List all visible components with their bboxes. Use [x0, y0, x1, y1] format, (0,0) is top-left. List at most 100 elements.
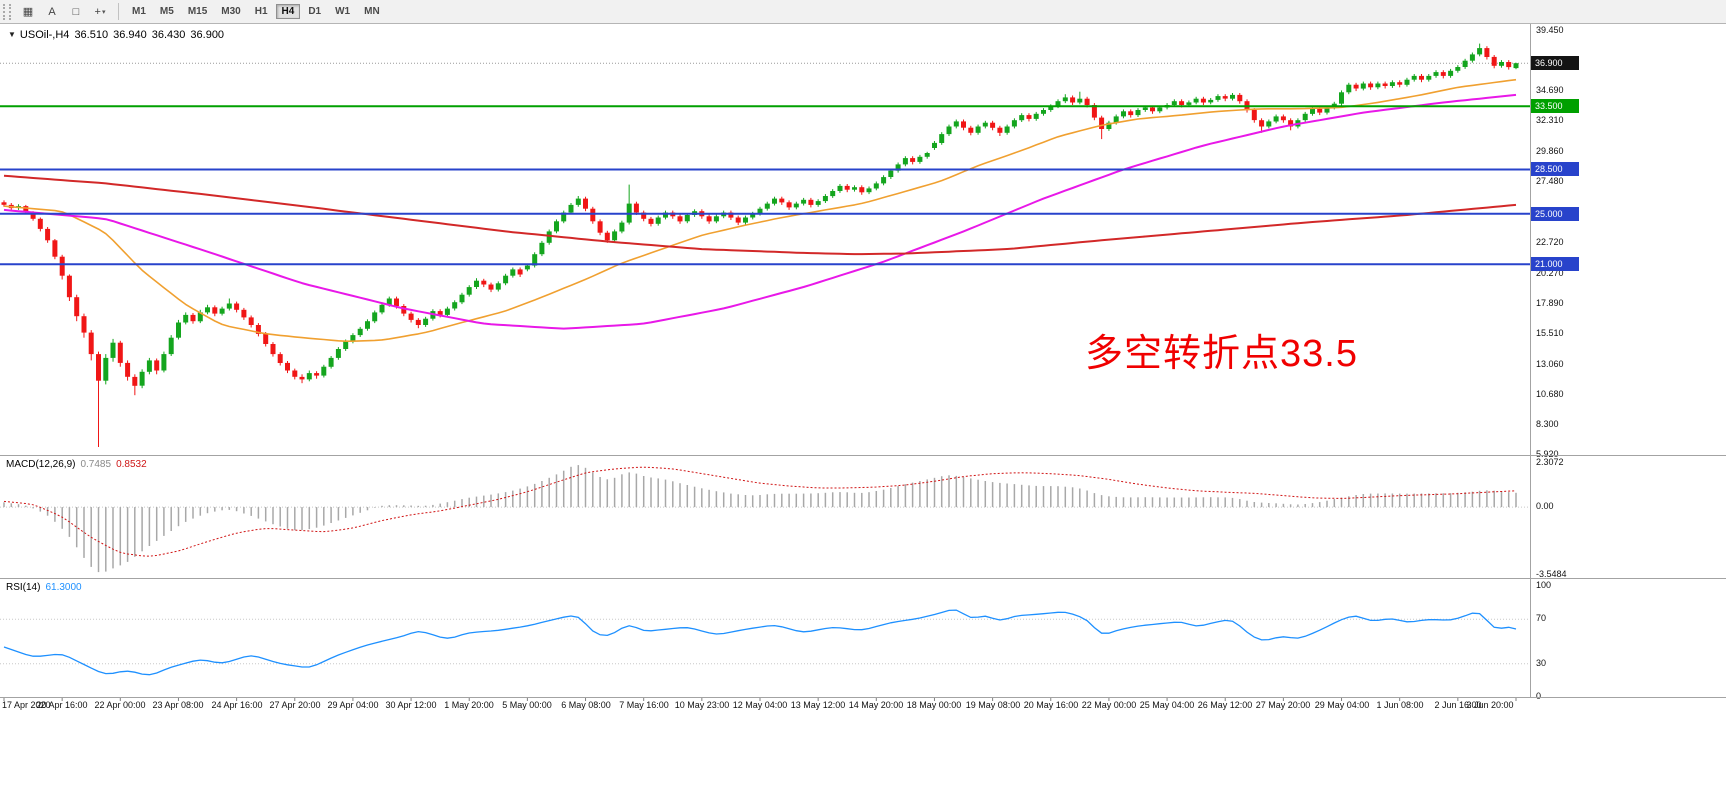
candle-body	[532, 254, 538, 266]
macd-axis-label: 0.00	[1536, 501, 1554, 511]
time-axis-label[interactable]: 7 May 16:00	[619, 700, 669, 710]
time-axis-label[interactable]: 27 Apr 20:00	[269, 700, 321, 710]
time-axis-label[interactable]: 23 Apr 08:00	[152, 700, 204, 710]
time-axis-label[interactable]: 22 May 00:00	[1081, 700, 1137, 710]
candle-body	[924, 153, 930, 157]
candle-body	[677, 216, 683, 222]
window-separator-macd[interactable]	[0, 455, 1726, 456]
time-axis-label[interactable]: 6 May 08:00	[561, 700, 611, 710]
timeframe-button-M5[interactable]: M5	[159, 6, 174, 17]
time-axis-label[interactable]: 12 May 04:00	[732, 700, 788, 710]
time-axis-label[interactable]: 26 May 12:00	[1197, 700, 1253, 710]
time-axis-label[interactable]: 17 Apr 2020	[2, 700, 51, 710]
time-axis-label[interactable]: 10 May 23:00	[674, 700, 730, 710]
candle-body	[997, 127, 1003, 133]
time-axis-label[interactable]: 14 May 20:00	[848, 700, 904, 710]
time-axis-label[interactable]: 20 Apr 16:00	[36, 700, 88, 710]
candle-body	[1317, 108, 1323, 113]
time-axis-label[interactable]: 1 Jun 08:00	[1376, 700, 1424, 710]
macd-signal-line	[3, 466, 1517, 557]
time-axis-label[interactable]: 25 May 04:00	[1139, 700, 1195, 710]
time-axis-label[interactable]: 13 May 12:00	[790, 700, 846, 710]
timeframe-button-D1[interactable]: D1	[308, 6, 322, 17]
candle-body	[197, 312, 203, 322]
candle-body	[74, 297, 80, 317]
candle-body	[96, 354, 101, 381]
chart-area[interactable]: ▼ USOil-,H4 36.510 36.940 36.430 36.900 MACD(…	[0, 24, 1726, 794]
candle-body	[1411, 75, 1417, 80]
time-axis-label[interactable]: 29 May 04:00	[1314, 700, 1370, 710]
candle-body	[444, 308, 450, 315]
price-axis-label: 20.270	[1536, 268, 1564, 278]
candle-body	[641, 212, 647, 219]
candle-body	[1266, 121, 1272, 127]
crosshair-tool-button[interactable]: + ▾	[94, 5, 106, 18]
timeframe-button-M1[interactable]: M1	[132, 6, 146, 17]
timeframe-button-H4[interactable]: H4	[275, 4, 301, 19]
candle-body	[161, 354, 167, 371]
quote-close: 36.900	[190, 29, 225, 41]
time-axis-label[interactable]: 18 May 00:00	[906, 700, 962, 710]
time-axis-border	[0, 697, 1726, 698]
candle-body	[1179, 101, 1185, 105]
window-separator-rsi[interactable]	[0, 578, 1726, 579]
candle-body	[1, 202, 7, 205]
time-axis-label[interactable]: 5 May 00:00	[502, 700, 552, 710]
rsi-panel-plot[interactable]	[0, 609, 1530, 676]
candle-body	[1280, 116, 1286, 121]
shapes-tool-button[interactable]: □	[72, 5, 80, 18]
time-axis-label[interactable]: 2 Jun 16:00	[1434, 700, 1482, 710]
candle-body	[633, 203, 639, 213]
charts-grid-tool-button[interactable]: ▦	[22, 6, 34, 18]
candle-body	[975, 126, 981, 133]
macd-panel-plot[interactable]	[0, 465, 1530, 573]
candle-body	[1477, 48, 1483, 55]
main-chart-plot[interactable]	[0, 43, 1530, 447]
candle-body	[263, 333, 269, 344]
time-axis-label[interactable]: 24 Apr 16:00	[211, 700, 263, 710]
candle-body	[125, 362, 131, 377]
time-axis-label[interactable]: 1 May 20:00	[444, 700, 494, 710]
candle-body	[902, 158, 908, 165]
candle-body	[365, 321, 370, 329]
candle-body	[81, 316, 87, 333]
candle-body	[1113, 116, 1119, 123]
chart-dropdown-icon[interactable]: ▼	[8, 30, 16, 39]
candle-body	[713, 216, 719, 222]
timeframe-button-W1[interactable]: W1	[335, 6, 351, 17]
candle-body	[1302, 113, 1308, 121]
candle-body	[1440, 72, 1446, 76]
text-annotate-tool-button[interactable]: A	[48, 5, 56, 18]
candle-body	[1230, 94, 1235, 99]
time-axis-label[interactable]: 3 Jun 20:00	[1466, 700, 1514, 710]
time-axis-label[interactable]: 19 May 08:00	[965, 700, 1021, 710]
time-axis-label[interactable]: 22 Apr 00:00	[94, 700, 146, 710]
candle-body	[495, 283, 501, 290]
candle-body	[648, 218, 654, 224]
candle-body	[757, 208, 763, 214]
candle-body	[1171, 101, 1177, 105]
timeframe-button-M30[interactable]: M30	[221, 6, 241, 17]
time-axis-label[interactable]: 30 Apr 12:00	[385, 700, 437, 710]
candle-body	[212, 307, 218, 314]
time-axis-label[interactable]: 20 May 16:00	[1023, 700, 1079, 710]
candle-body	[481, 280, 487, 285]
timeframe-button-M15[interactable]: M15	[187, 6, 208, 17]
candle-body	[1208, 99, 1214, 103]
toolbar-grip[interactable]	[3, 3, 11, 20]
annotation-text[interactable]: 多空转折点33.5	[1085, 333, 1358, 375]
candle-body	[750, 213, 756, 218]
candle-body	[837, 185, 843, 191]
candle-body	[895, 164, 901, 171]
time-axis-label[interactable]: 27 May 20:00	[1255, 700, 1311, 710]
candle-body	[830, 191, 836, 197]
rsi-value: 61.3000	[45, 582, 82, 593]
timeframe-button-MN[interactable]: MN	[364, 6, 380, 17]
candle-body	[822, 196, 828, 202]
time-axis-label[interactable]: 29 Apr 04:00	[327, 700, 379, 710]
timeframe-button-H1[interactable]: H1	[254, 6, 268, 17]
rsi-axis-label: 0	[1536, 691, 1542, 701]
candle-body	[801, 199, 807, 204]
toolbar-separator	[118, 3, 119, 20]
